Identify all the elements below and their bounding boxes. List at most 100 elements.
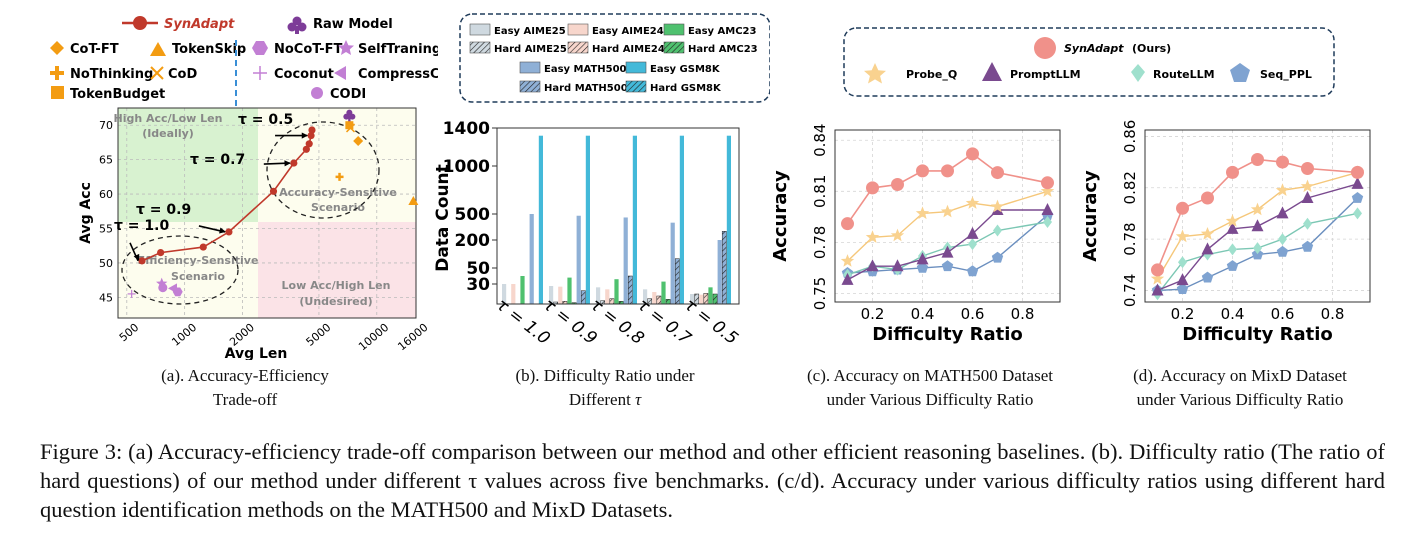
panel-c-caption-line1: (c). Accuracy on MATH500 Dataset [807, 366, 1053, 385]
triangle-icon [150, 42, 166, 56]
plotD-point-routellm [1253, 242, 1262, 255]
tau-label-1.0: τ = 1.0 [114, 218, 169, 234]
plotC-point-probe-q [990, 199, 1005, 213]
cd-legend-probe-q: Probe_Q [906, 68, 957, 81]
plotD-point-promptllm [1251, 219, 1264, 232]
plotC-point-routellm [993, 224, 1002, 237]
plotC-point-probe-q [940, 204, 955, 218]
legend-label-hard_aime25: Hard AIME25 [494, 44, 567, 55]
raw-model-club-stem [348, 115, 351, 122]
bar-hard-math500-2-hatch [628, 276, 633, 304]
panel-d-caption-line1: (d). Accuracy on MixD Dataset [1133, 366, 1347, 385]
diamond-marker-icon [1131, 64, 1145, 82]
diamond-icon [50, 41, 64, 55]
plotD-point-promptllm [1151, 283, 1164, 296]
plotD-point-probe-q [1150, 271, 1165, 285]
panel-a-chart: SynAdapt Raw Model CoT-FT TokenSkip NoCo… [50, 16, 438, 360]
plotC-point-seq-ppl [991, 251, 1004, 263]
bar-easy-aime25-1 [549, 286, 554, 304]
bar-easy-aime25-2 [596, 287, 601, 304]
plotC-point-routellm [968, 238, 977, 251]
region-low-acc-label-2: (Undesired) [299, 295, 372, 308]
plotC-point-synadapt [1041, 176, 1054, 190]
plotC-point-probe-q [840, 254, 855, 267]
raw-model-icon [287, 16, 307, 34]
legend-swatch-easy_aime25 [469, 23, 491, 36]
plotD-line-routellm [1156, 212, 1358, 295]
plotD-point-seq-ppl [1201, 271, 1214, 283]
plotC-point-synadapt [841, 217, 854, 231]
synadapt-point [290, 159, 298, 167]
plotC-point-promptllm [1041, 203, 1054, 216]
region-low-acc-label-1: Low Acc/High Len [282, 279, 391, 292]
synadapt-point [308, 126, 316, 134]
panel-a-caption: (a). Accuracy-Efficiency Trade-off [115, 364, 375, 412]
synadapt-marker-icon [1034, 37, 1056, 59]
legend-label-easy_aime24: Easy AIME24 [592, 26, 664, 37]
region-high-acc-label-2: (Ideally) [142, 127, 194, 140]
compresscot-point [168, 283, 178, 294]
bar-easy-amc23-2 [614, 279, 619, 304]
panel-a-frame [117, 107, 417, 319]
plotD-point-promptllm [1301, 191, 1314, 204]
legend-nocot-ft: NoCoT-FT [274, 42, 343, 57]
x-icon [150, 66, 164, 80]
plotD-ylabel: Accuracy [1080, 170, 1101, 262]
plotD-ytick-label: 0.82 [1121, 171, 1139, 204]
legend-tokenskip: TokenSkip [172, 42, 246, 57]
plotC-point-probe-q [890, 228, 905, 242]
bar-easy-amc23-0 [520, 276, 525, 304]
synadapt-point [307, 131, 315, 140]
panel-b-frame [496, 127, 740, 305]
plotC-point-synadapt [941, 164, 954, 178]
accuracy-sensitive-ellipse [266, 121, 380, 219]
synadapt-point [302, 145, 310, 153]
plotD-xtick-label: 0.8 [1321, 305, 1345, 323]
figure-caption: Figure 3: (a) Accuracy-efficiency trade-… [40, 439, 1385, 522]
a-ytick-label: 45 [99, 291, 113, 304]
panel-a-marks [127, 109, 419, 298]
bar-easy-aime25-0 [502, 284, 507, 304]
plotD-point-synadapt [1276, 155, 1289, 169]
plotD-point-promptllm [1201, 242, 1214, 255]
plotD-point-probe-q [1225, 214, 1240, 227]
bar-easy-gsm8k-1 [585, 135, 590, 304]
bar-easy-aime25-3 [643, 289, 648, 304]
bar-easy-math500-2 [623, 217, 628, 304]
a-xtick-label: 5000 [304, 321, 334, 349]
hexagon-icon [252, 41, 268, 55]
plotD-ytick-label: 0.78 [1121, 222, 1139, 255]
panel-b-ylabel: Data Count [433, 164, 453, 272]
nothinking-point [335, 172, 344, 181]
plotC-point-probe-q [965, 196, 980, 209]
a-xtick-label: 10000 [356, 321, 391, 353]
panel-a-ylabel: Avg Acc [78, 182, 94, 244]
b-ytick-label: 1000 [443, 157, 490, 177]
square-icon [51, 86, 64, 99]
legend-hatch-hard_amc23 [664, 42, 684, 53]
a-xtick-label: 1000 [169, 321, 199, 349]
region-eff-sens-label-1: Efficiency-Sensitive [138, 254, 259, 267]
panel-b-caption-line1: (b). Difficulty Ratio under [515, 366, 695, 385]
plotC-point-synadapt [866, 181, 879, 195]
bar-hard-aime24-4-hatch [703, 293, 708, 304]
synadapt-point [269, 187, 278, 195]
plotD-point-promptllm [1226, 221, 1239, 234]
cd-legend-synadapt: SynAdapt [1064, 42, 1124, 55]
legend-label-easy_gsm8k: Easy GSM8K [650, 64, 721, 75]
bar-easy-aime24-2 [605, 289, 610, 304]
bar-easy-aime24-4 [699, 294, 704, 304]
legend-label-hard_math500: Hard MATH500 [544, 83, 628, 94]
plotD-point-seq-ppl [1301, 240, 1314, 252]
bar-hard-aime25-3-hatch [647, 298, 652, 304]
plotC-xtick-label: 0.2 [861, 305, 885, 323]
a-ytick-label: 65 [99, 154, 113, 167]
plotD-xlabel: Difficulty Ratio [1182, 324, 1333, 345]
synadapt-point [157, 248, 165, 257]
a-ytick-label: 50 [99, 257, 113, 270]
bar-easy-aime24-1 [558, 286, 563, 304]
legend-swatch-easy_amc23 [663, 23, 685, 36]
legend-hatch-hard_aime25 [470, 42, 490, 53]
region-acc-sens-label-1: Accuracy-Sensitive [279, 186, 397, 199]
